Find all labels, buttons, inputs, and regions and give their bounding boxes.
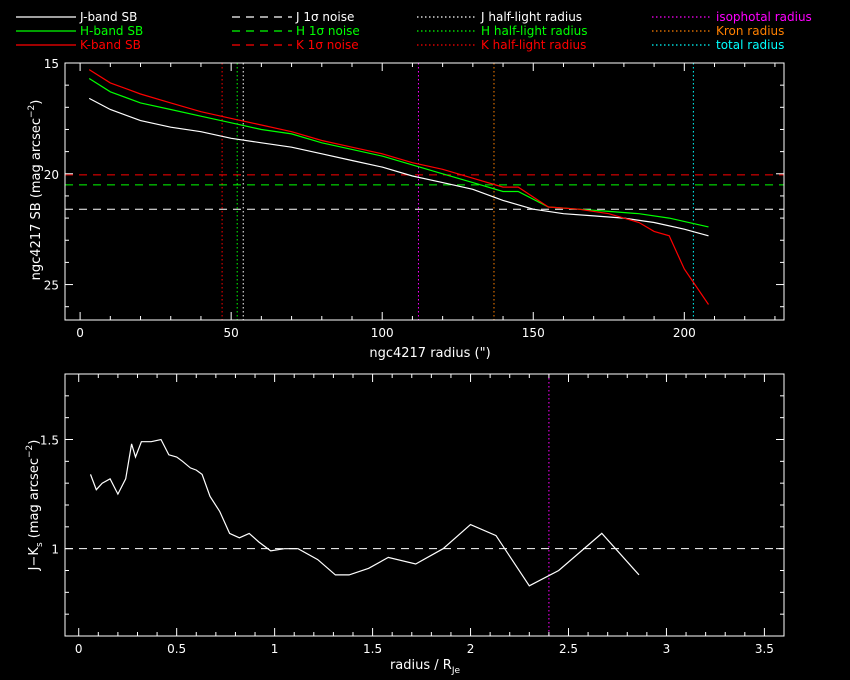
color-x-tick-label: 3.5 (755, 642, 774, 656)
color-x-tick-label: 2.5 (559, 642, 578, 656)
legend-label-h-band-sb: H-band SB (80, 24, 143, 38)
color-y-tick-label: 1.5 (40, 434, 59, 448)
legend-label-k-1-noise: K 1σ noise (296, 38, 359, 52)
legend-label-j-1-noise: J 1σ noise (295, 10, 354, 24)
sb-y-axis-label: ngc4217 SB (mag arcsec−2) (27, 100, 44, 281)
color-x-tick-label: 1 (271, 642, 279, 656)
sb-series (88, 69, 709, 305)
series-line-k-band-sb (88, 69, 709, 305)
sb-axis-ticks: 0 50 100 150 200 15 20 25 (44, 57, 784, 340)
sb-x-axis-label: ngc4217 radius (") (369, 346, 490, 361)
color-series-line (89, 438, 640, 587)
sb-y-tick-label: 25 (44, 279, 59, 293)
sb-x-tick-label: 50 (224, 326, 239, 340)
color-series (89, 438, 640, 587)
series-line-h-band-sb (88, 77, 709, 228)
sb-x-tick-label: 150 (522, 326, 545, 340)
color-x-tick-label: 3 (663, 642, 671, 656)
legend-label-j-band-sb: J-band SB (79, 10, 137, 24)
sb-x-tick-label: 200 (673, 326, 696, 340)
legend-label-isophotal-radius: isophotal radius (716, 10, 812, 24)
legend-label-k-band-sb: K-band SB (80, 38, 141, 52)
sb-reference-lines (65, 63, 784, 320)
series-line-j-band-sb (88, 97, 709, 237)
surface-brightness-panel: 0 50 100 150 200 15 20 25 ngc4217 radius (") ng… (27, 57, 785, 361)
sb-x-tick-label: 0 (76, 326, 84, 340)
color-profile-panel: 0 0.5 1 1.5 2 2.5 3 3.5 1 1.5 radius / RJe J−Ks (… (25, 373, 785, 676)
legend-label-kron-radius: Kron radius (716, 24, 784, 38)
legend-label-h-half-light-radius: H half-light radius (481, 24, 588, 38)
color-x-tick-label: 0.5 (167, 642, 186, 656)
color-axis-ticks: 0 0.5 1 1.5 2 2.5 3 3.5 1 1.5 (40, 374, 784, 656)
color-reference-lines (65, 374, 784, 636)
legend-label-h-1-noise: H 1σ noise (296, 24, 360, 38)
legend-label-total-radius: total radius (716, 38, 784, 52)
color-y-tick-label: 1 (51, 543, 59, 557)
color-y-axis-label: J−Ks (mag arcsec−2) (25, 440, 45, 572)
legend-label-k-half-light-radius: K half-light radius (481, 38, 586, 52)
color-x-axis-label: radius / RJe (390, 658, 461, 676)
color-x-tick-label: 1.5 (363, 642, 382, 656)
sb-y-tick-label: 15 (44, 57, 59, 71)
color-x-tick-label: 0 (75, 642, 83, 656)
color-x-tick-label: 2 (467, 642, 475, 656)
sb-plot-frame (64, 62, 785, 321)
sb-x-tick-label: 100 (371, 326, 394, 340)
legend-label-j-half-light-radius: J half-light radius (480, 10, 582, 24)
sb-y-tick-label: 20 (44, 168, 59, 182)
